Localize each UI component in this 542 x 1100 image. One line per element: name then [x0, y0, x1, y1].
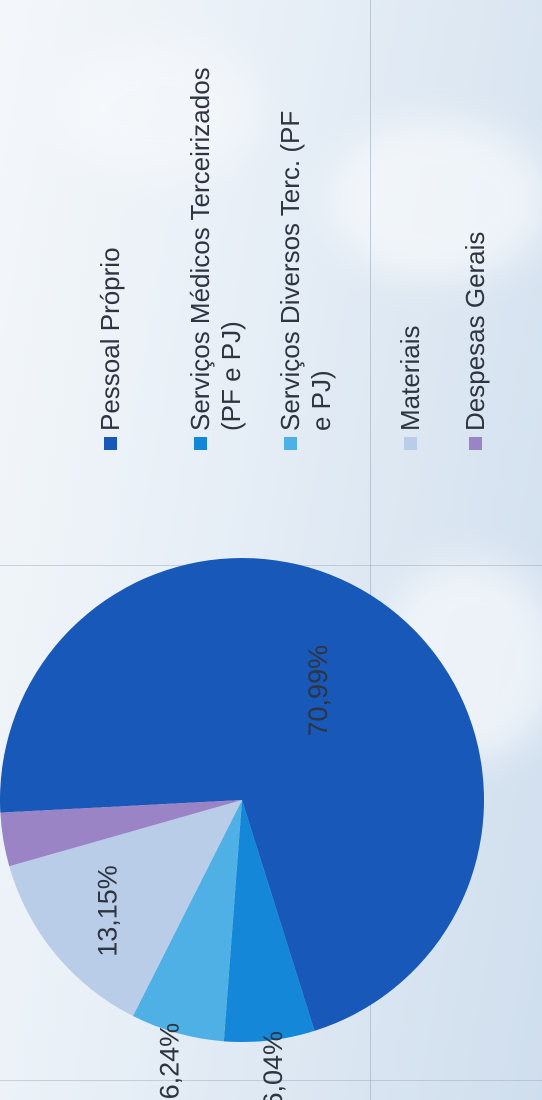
background-cloud [60, 40, 260, 180]
legend-item-1: Pessoal Próprio [95, 30, 126, 450]
legend-label: Despesas Gerais [460, 231, 490, 431]
pie-slice-4 [9, 800, 242, 1017]
pie-slice-3 [132, 800, 242, 1042]
legend-item-2: Serviços Médicos Terceirizados (PF e PJ) [185, 30, 247, 450]
legend-label: Materiais [395, 325, 425, 431]
data-label-2: 6,04% [258, 1031, 288, 1100]
legend-item-3: Serviços Diversos Terc. (PF e PJ) [275, 90, 337, 450]
horizontal-rule-bottom [0, 1080, 542, 1081]
data-label-1: 70,99% [303, 645, 333, 737]
pie-slice-2 [223, 800, 315, 1042]
legend-swatch [284, 437, 297, 450]
vertical-rule [370, 0, 371, 1100]
pie-slice-5 [0, 800, 242, 867]
legend-swatch [194, 437, 207, 450]
legend-swatch [104, 437, 117, 450]
data-label-4: 13,15% [93, 865, 123, 957]
legend-item-5: Despesas Gerais [460, 90, 491, 450]
legend-item-4: Materiais [395, 90, 426, 450]
legend-label: Pessoal Próprio [95, 247, 125, 431]
legend-label: Serviços Médicos Terceirizados (PF e PJ) [185, 67, 246, 431]
background-cloud [330, 120, 542, 280]
legend-label: Serviços Diversos Terc. (PF e PJ) [275, 110, 336, 431]
legend-swatch [469, 437, 482, 450]
data-label-3: 6,24% [154, 1023, 184, 1100]
legend-swatch [404, 437, 417, 450]
pie-slice-1 [0, 558, 484, 1031]
